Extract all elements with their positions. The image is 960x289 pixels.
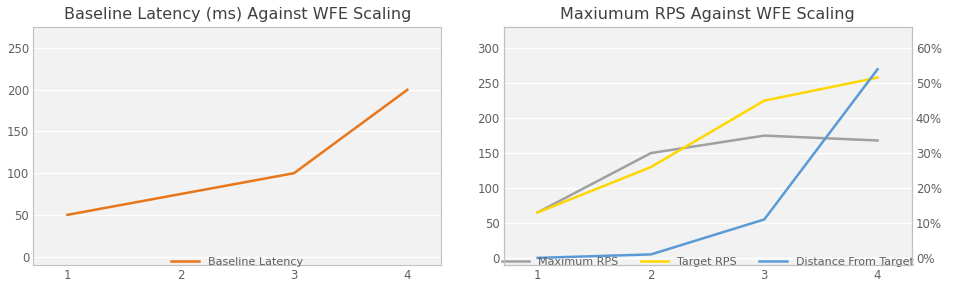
Baseline Latency xyxy=(61,213,73,216)
Target RPS xyxy=(872,76,883,79)
Distance From Target xyxy=(645,253,657,256)
Line: Distance From Target: Distance From Target xyxy=(538,69,877,258)
Maximum RPS xyxy=(758,134,770,137)
Target RPS xyxy=(758,99,770,102)
Title: Maxiumum RPS Against WFE Scaling: Maxiumum RPS Against WFE Scaling xyxy=(561,7,855,22)
Maximum RPS xyxy=(532,211,543,214)
Line: Target RPS: Target RPS xyxy=(538,77,877,212)
Distance From Target xyxy=(758,218,770,221)
Legend: Baseline Latency: Baseline Latency xyxy=(167,252,308,271)
Line: Maximum RPS: Maximum RPS xyxy=(538,136,877,212)
Title: Baseline Latency (ms) Against WFE Scaling: Baseline Latency (ms) Against WFE Scalin… xyxy=(63,7,411,22)
Target RPS xyxy=(532,211,543,214)
Line: Baseline Latency: Baseline Latency xyxy=(67,90,407,215)
Baseline Latency xyxy=(288,171,300,175)
Distance From Target xyxy=(532,256,543,260)
Distance From Target xyxy=(872,67,883,71)
Maximum RPS xyxy=(872,139,883,142)
Maximum RPS xyxy=(645,151,657,155)
Target RPS xyxy=(645,165,657,169)
Baseline Latency xyxy=(175,192,186,196)
Legend: Maximum RPS, Target RPS, Distance From Target: Maximum RPS, Target RPS, Distance From T… xyxy=(497,252,918,271)
Baseline Latency xyxy=(401,88,413,92)
